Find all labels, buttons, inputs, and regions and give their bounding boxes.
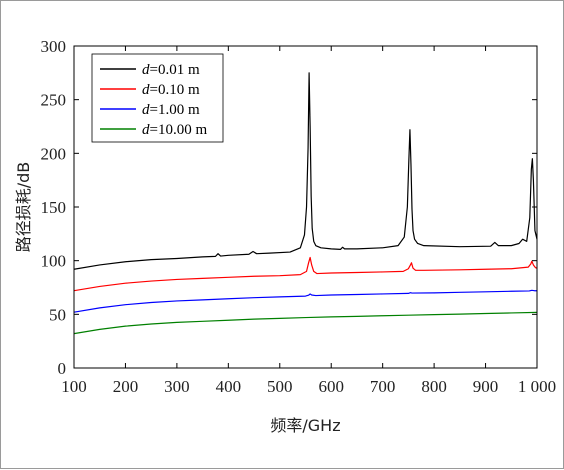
- x-tick-label: 700: [370, 377, 396, 396]
- x-tick-label: 1 000: [518, 377, 556, 396]
- x-axis-label: 频率/GHz: [270, 416, 340, 435]
- x-tick-label: 100: [61, 377, 87, 396]
- x-tick-label: 500: [267, 377, 293, 396]
- series-line-4: [73, 311, 538, 335]
- legend-label-3: d=1.00 m: [142, 102, 200, 118]
- y-tick-label: 0: [58, 359, 67, 378]
- y-tick-label: 300: [41, 37, 67, 56]
- y-tick-label: 250: [41, 91, 67, 110]
- y-axis-label: 路径损耗/dB: [14, 162, 33, 253]
- y-tick-label: 200: [41, 144, 67, 163]
- x-tick-label: 300: [164, 377, 190, 396]
- x-tick-label: 800: [421, 377, 447, 396]
- legend-label-4: d=10.00 m: [142, 122, 207, 138]
- y-tick-label: 50: [49, 305, 66, 324]
- x-tick-label: 600: [318, 377, 344, 396]
- x-tick-label: 400: [216, 377, 242, 396]
- series-line-1: [73, 72, 538, 270]
- legend: d=0.01 m d=0.10 m d=1.00 m d=10.00 m: [91, 53, 224, 143]
- legend-label-2: d=0.10 m: [142, 82, 200, 98]
- legend-label-1: d=0.01 m: [142, 62, 200, 78]
- series-line-3: [73, 289, 537, 313]
- series-line-2: [73, 256, 538, 292]
- y-tick-label: 150: [41, 198, 67, 217]
- y-tick-label: 100: [41, 252, 67, 271]
- x-tick-label: 900: [473, 377, 499, 396]
- series-layer: [73, 72, 538, 335]
- axis-ticks: 100 200 300 400 500 600 700 800 900 1 000 0 50 100 15…: [41, 37, 557, 396]
- x-tick-label: 200: [113, 377, 139, 396]
